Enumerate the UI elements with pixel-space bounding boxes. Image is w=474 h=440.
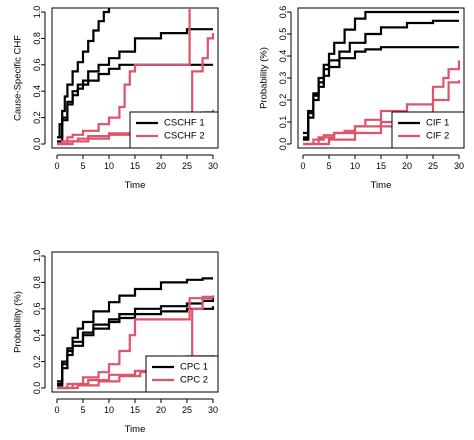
chart2-x-tick-label-0: 0 <box>300 161 305 171</box>
chart3-y-tick-label-0: 0.0 <box>32 382 42 395</box>
chart1-x-axis-title: Time <box>125 180 146 191</box>
chart3-legend-box <box>145 355 219 393</box>
chart3-x-axis-title: Time <box>125 424 146 435</box>
chart3-y-tick-label-1: 0.2 <box>32 355 42 368</box>
chart3-y-tick-label-4: 0.8 <box>32 276 42 289</box>
chart2-legend-label-2: CIF 2 <box>426 131 449 142</box>
chart1-series-2 <box>57 28 213 139</box>
chart2-plot-frame <box>297 7 465 149</box>
chart1-x-tick-label-2: 10 <box>104 161 114 171</box>
chart3-series-2 <box>57 295 215 386</box>
chart3-plot-frame <box>51 251 219 393</box>
chart2-y-tick-label-2: 0.2 <box>278 94 288 107</box>
chart2-y-axis-title: Probability (%) <box>259 47 270 109</box>
chart3-legend-label-1: CPC 1 <box>180 362 208 373</box>
chart2-y-tick-label-5: 0.5 <box>278 28 288 41</box>
chart1-series-1 <box>57 8 111 139</box>
chart1-x-tick-label-0: 0 <box>54 161 59 171</box>
chart2-series-3 <box>303 46 459 141</box>
chart2-x-tick-label-4: 20 <box>402 161 412 171</box>
chart1-y-tick-label-4: 0.8 <box>32 32 42 45</box>
chart1-x-tick-label-5: 25 <box>182 161 192 171</box>
chart3-x-tick-label-2: 10 <box>104 405 114 415</box>
chart1-x-tick-label-1: 5 <box>80 161 85 171</box>
chart1-series-3 <box>57 63 213 143</box>
chart1-y-axis-title: Cause-Specific CHF <box>13 35 24 121</box>
chart3-x-tick-label-3: 15 <box>130 405 140 415</box>
chart1-x-tick-label-6: 30 <box>208 161 218 171</box>
chart1-series-4 <box>57 8 191 146</box>
chart2-legend: CIF 1 CIF 2 <box>391 111 465 149</box>
chart1-y-tick-label-2: 0.4 <box>32 85 42 98</box>
chart2-y-tick-label-3: 0.3 <box>278 72 288 85</box>
chart1-x-tick-label-4: 20 <box>156 161 166 171</box>
chart1-legend-box <box>129 111 219 149</box>
chart1-y-tick-label-0: 0.0 <box>32 138 42 151</box>
chart1-x-tick-label-3: 15 <box>130 161 140 171</box>
chart2-x-tick-label-1: 5 <box>326 161 331 171</box>
chart3-x-tick-label-0: 0 <box>54 405 59 415</box>
chart1-y-tick-label-5: 1.0 <box>32 6 42 19</box>
chart3-x-tick-label-4: 20 <box>156 405 166 415</box>
chart1-legend-label-1: CSCHF 1 <box>164 118 205 129</box>
chart3-y-tick-label-5: 1.0 <box>32 250 42 263</box>
chart2-y-tick-label-1: 0.1 <box>278 116 288 129</box>
chart3-y-tick-label-3: 0.6 <box>32 303 42 316</box>
chart3-y-axis-title: Probability (%) <box>13 291 24 353</box>
chart2-x-axis-title: Time <box>371 180 392 191</box>
chart3: 0 5 10 15 20 25 30 0.0 0.2 0.4 0.6 0.8 1.0 Time Probab… <box>13 250 219 435</box>
chart1-y-tick-label-3: 0.6 <box>32 59 42 72</box>
chart1-legend: CSCHF 1 CSCHF 2 <box>129 111 219 149</box>
chart2-x-tick-label-6: 30 <box>454 161 464 171</box>
chart2-series-5 <box>303 80 461 146</box>
chart2-x-tick-label-5: 25 <box>428 161 438 171</box>
chart2-y-tick-label-6: 0.6 <box>278 6 288 19</box>
chart3-x-tick-label-1: 5 <box>80 405 85 415</box>
chart2-x-tick-label-3: 15 <box>376 161 386 171</box>
chart2-x-tick-label-2: 10 <box>350 161 360 171</box>
chart3-series-1 <box>57 277 213 383</box>
chart3-y-tick-label-2: 0.4 <box>32 329 42 342</box>
chart3-x-tick-label-6: 30 <box>208 405 218 415</box>
chart3-series-3 <box>57 306 215 387</box>
chart3-legend: CPC 1 CPC 2 <box>145 355 219 393</box>
chart2-legend-box <box>391 111 465 149</box>
chart1-y-tick-label-1: 0.2 <box>32 111 42 124</box>
chart1: 0 5 10 15 20 25 30 0.0 0.2 0.4 0.6 0.8 1.0 Time Cause-… <box>13 6 219 191</box>
chart3-legend-label-2: CPC 2 <box>180 375 208 386</box>
chart2-y-tick-label-4: 0.4 <box>278 50 288 63</box>
chart3-x-tick-label-5: 25 <box>182 405 192 415</box>
chart2-y-tick-label-0: 0.0 <box>278 138 288 151</box>
chart3-series-4 <box>57 297 213 390</box>
chart2-legend-label-1: CIF 1 <box>426 118 449 129</box>
chart2-series-4 <box>303 60 461 146</box>
chart2: 0 5 10 15 20 25 30 0.0 0.1 0.2 0.3 0.4 0.5 0.6 Time Pro… <box>259 6 465 191</box>
chart1-legend-label-2: CSCHF 2 <box>164 131 205 142</box>
chart2-series-2 <box>303 19 459 139</box>
